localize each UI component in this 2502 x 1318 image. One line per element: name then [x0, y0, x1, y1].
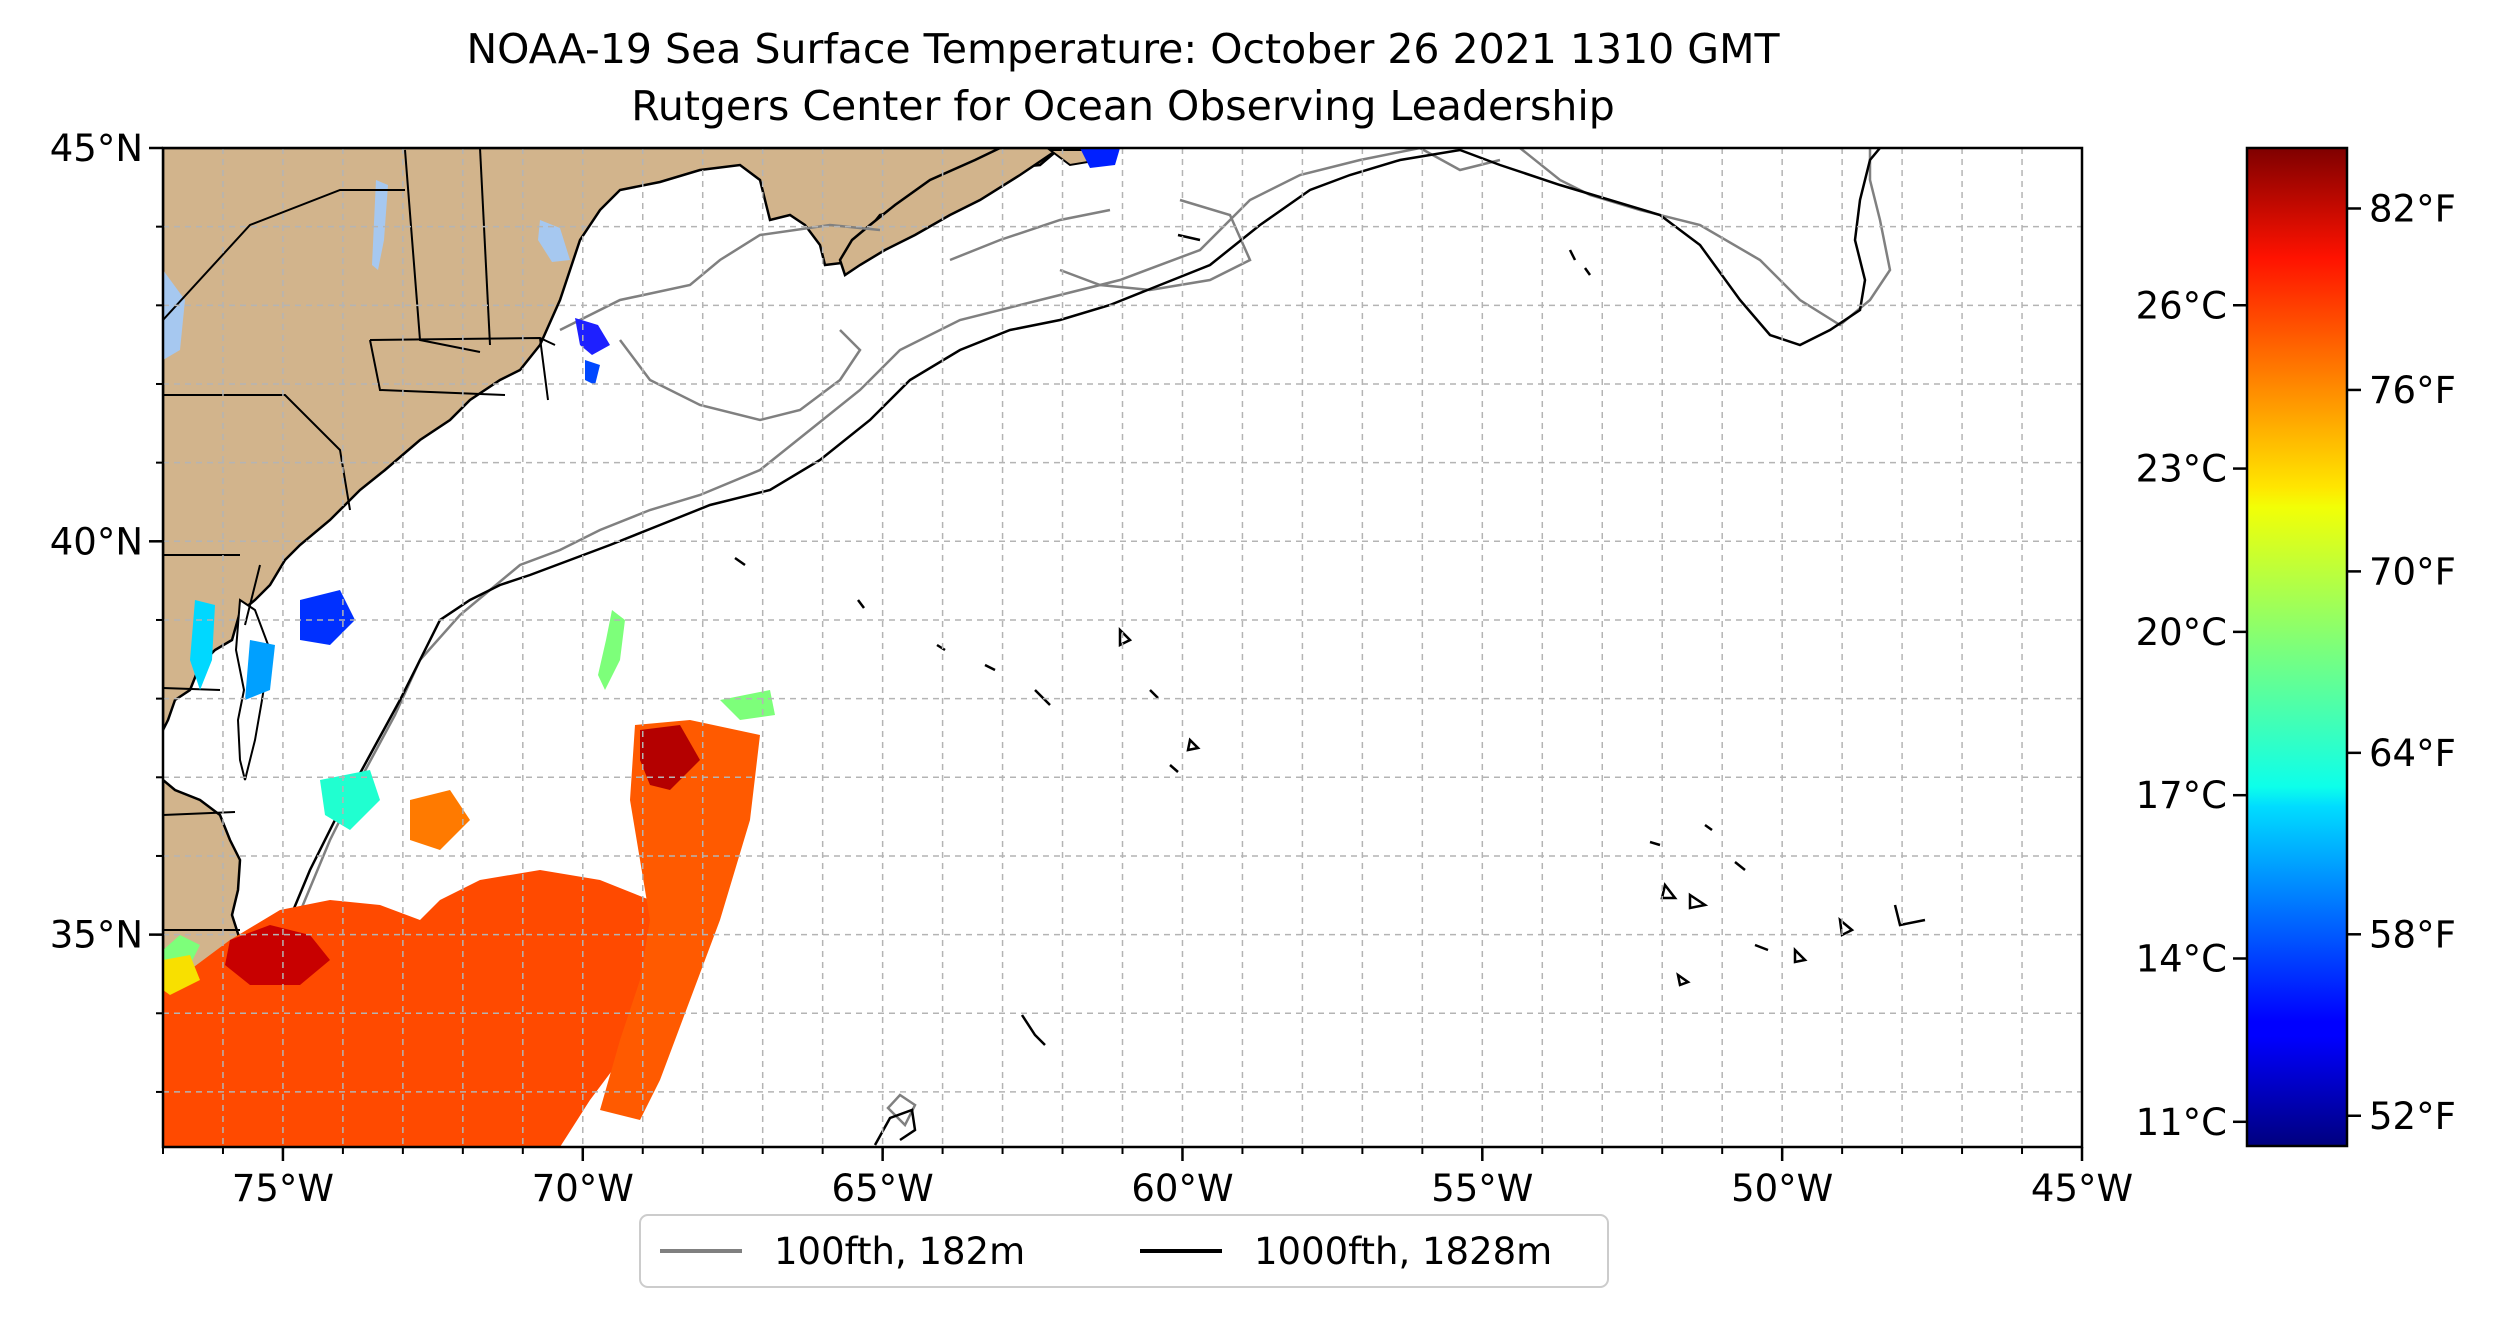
- sst-cool-cape-cod-2: [585, 360, 600, 385]
- colorbar-celsius-label: 17°C: [2136, 774, 2227, 817]
- isobath-1000fth: [173, 148, 1926, 1147]
- colorbar-fahrenheit-label: 64°F: [2369, 732, 2456, 775]
- colorbar-fahrenheit-label: 52°F: [2369, 1095, 2456, 1138]
- sst-cool-bay: [300, 590, 355, 645]
- colorbar-fahrenheit-label: 82°F: [2369, 187, 2456, 230]
- legend-label-100fth: 100fth, 182m: [774, 1230, 1025, 1273]
- sst-coastal-yellow: [163, 955, 200, 995]
- colorbar-celsius-label: 26°C: [2136, 284, 2227, 327]
- sst-coastal-cyan: [190, 600, 215, 690]
- lat-tick-label: 40°N: [50, 520, 143, 563]
- lon-tick-label: 50°W: [1731, 1167, 1833, 1210]
- lake-champlain: [372, 180, 388, 270]
- sst-green-edge: [720, 690, 775, 720]
- sst-coastal-cyan-2: [320, 770, 380, 830]
- sst-warm-stream-east: [600, 720, 760, 1120]
- sst-warm-core: [225, 925, 330, 985]
- sst-cool-gulf-maine: [1080, 148, 1120, 168]
- lon-tick-label: 65°W: [832, 1167, 934, 1210]
- colorbar: 11°C 14°C 17°C 20°C 23°C 26°C 52°F 58°F 64°F 70°…: [2136, 146, 2456, 1148]
- colorbar-fahrenheit-axis: 52°F 58°F 64°F 70°F 76°F 82°F: [2347, 187, 2456, 1138]
- latitude-axis: 45°N 40°N 35°N: [50, 127, 163, 1093]
- lon-tick-label: 45°W: [2031, 1167, 2133, 1210]
- colorbar-celsius-label: 23°C: [2136, 448, 2227, 491]
- sst-cool-bay-inner: [245, 640, 275, 700]
- sst-imagery: [163, 148, 1120, 1147]
- colorbar-celsius-label: 14°C: [2136, 937, 2227, 980]
- map-title-line1: NOAA-19 Sea Surface Temperature: October…: [466, 25, 1780, 73]
- colorbar-celsius-label: 11°C: [2136, 1101, 2227, 1144]
- lat-tick-label: 45°N: [50, 127, 143, 170]
- sst-cool-cape-cod: [575, 318, 610, 355]
- lon-tick-label: 70°W: [532, 1167, 634, 1210]
- lake-area-ne: [538, 220, 570, 262]
- legend-box: [639, 1214, 1609, 1288]
- lon-tick-label: 55°W: [1431, 1167, 1533, 1210]
- colorbar-fahrenheit-label: 70°F: [2369, 550, 2456, 593]
- colorbar-celsius-axis: 11°C 14°C 17°C 20°C 23°C 26°C: [2136, 284, 2247, 1144]
- longitude-axis: 75°W 70°W 65°W 60°W 55°W 50°W 45°W: [162, 1147, 2133, 1210]
- lon-tick-label: 60°W: [1131, 1167, 1233, 1210]
- lake-area-w: [163, 270, 185, 360]
- sst-green-filament: [598, 610, 625, 690]
- sst-hot-ring: [640, 725, 700, 790]
- map-grid: [163, 148, 2082, 1147]
- lat-tick-label: 35°N: [50, 914, 143, 957]
- map-title-line2: Rutgers Center for Ocean Observing Leade…: [631, 82, 1615, 130]
- colorbar-fahrenheit-label: 76°F: [2369, 369, 2456, 412]
- lon-tick-label: 75°W: [232, 1167, 334, 1210]
- sst-warm-patch: [410, 790, 470, 850]
- land-nova-scotia: [838, 148, 1063, 277]
- colorbar-fahrenheit-label: 58°F: [2369, 913, 2456, 956]
- colorbar-gradient: [2245, 146, 2349, 1148]
- colorbar-celsius-label: 20°C: [2136, 611, 2227, 654]
- map-panel: 75°W 70°W 65°W 60°W 55°W 50°W 45°W 45°N 40°N 35°…: [50, 127, 2133, 1210]
- legend-label-1000fth: 1000fth, 1828m: [1254, 1230, 1552, 1273]
- isobath-legend: 100fth, 182m 1000fth, 1828m: [639, 1214, 1609, 1288]
